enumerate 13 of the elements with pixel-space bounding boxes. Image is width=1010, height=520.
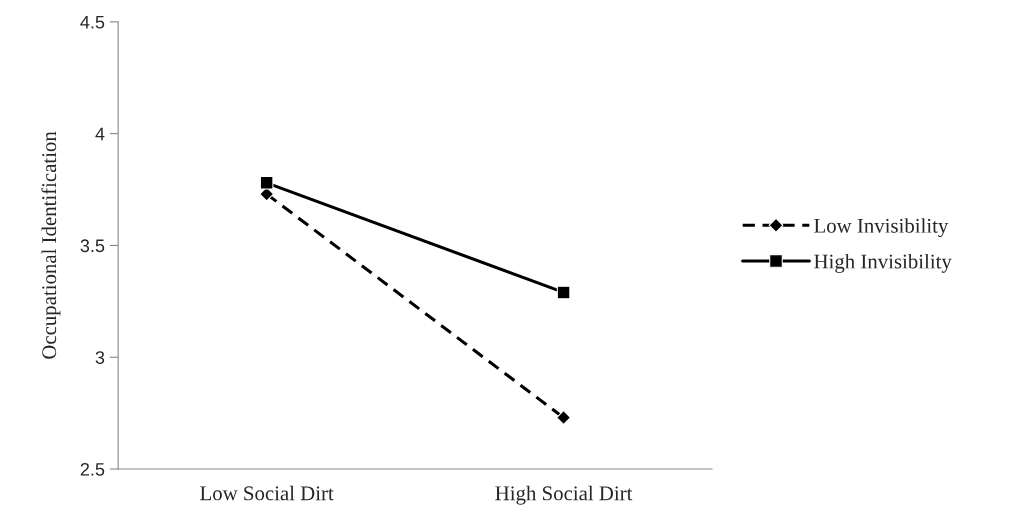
y-axis-title: Occupational Identification <box>41 131 61 359</box>
y-tick-label: 4.5 <box>80 15 105 29</box>
y-tick-label: 4 <box>95 127 105 141</box>
point <box>259 176 274 190</box>
legend-label: Low Invisibility <box>814 218 949 238</box>
x-tick-label: Low Social Dirt <box>200 485 334 501</box>
x-tick-label: High Social Dirt <box>495 485 633 505</box>
y-tick-label: 3 <box>95 351 105 364</box>
point <box>556 410 571 426</box>
point <box>556 285 571 300</box>
legend-label: High Invisibility <box>814 253 952 273</box>
y-tick-label: 3.5 <box>80 239 105 253</box>
y-tick-label: 2.5 <box>80 462 105 476</box>
